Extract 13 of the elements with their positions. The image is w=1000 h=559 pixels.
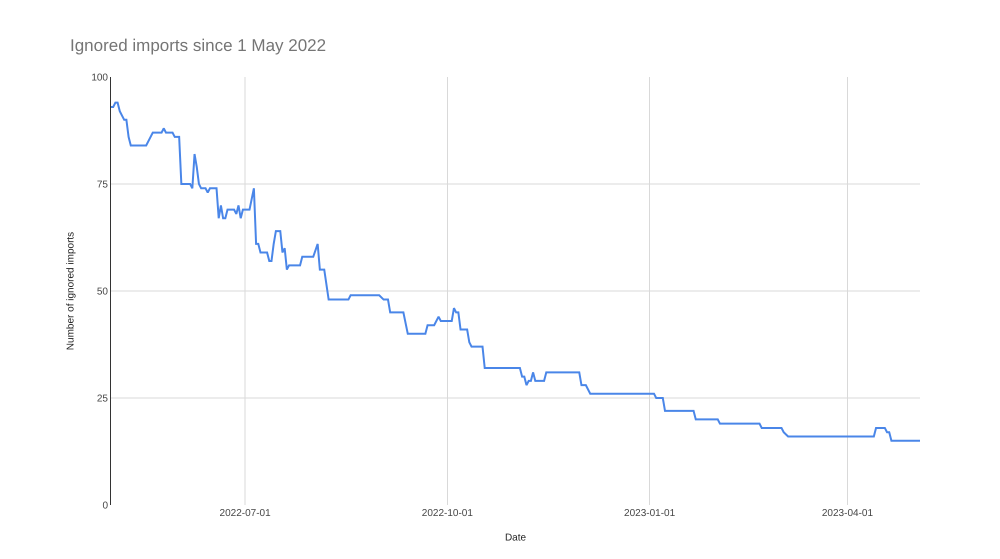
y-tick-label: 0 xyxy=(102,500,108,512)
line-series xyxy=(111,102,920,442)
x-tick-label: 2022-07-01 xyxy=(220,508,272,519)
y-tick-label: 25 xyxy=(96,394,108,404)
x-axis-title: Date xyxy=(504,532,526,544)
x-tick-label: 2023-01-01 xyxy=(624,508,676,519)
y-tick-label: 100 xyxy=(91,72,108,84)
x-tick-label: 2023-04-01 xyxy=(822,508,874,519)
y-tick-label: 75 xyxy=(96,180,108,190)
x-tick-label: 2022-10-01 xyxy=(422,508,474,519)
y-axis-title: Number of ignored imports xyxy=(65,232,76,350)
y-tick-label: 50 xyxy=(96,286,108,298)
chart-title: Ignored imports since 1 May 2022 xyxy=(70,36,326,56)
